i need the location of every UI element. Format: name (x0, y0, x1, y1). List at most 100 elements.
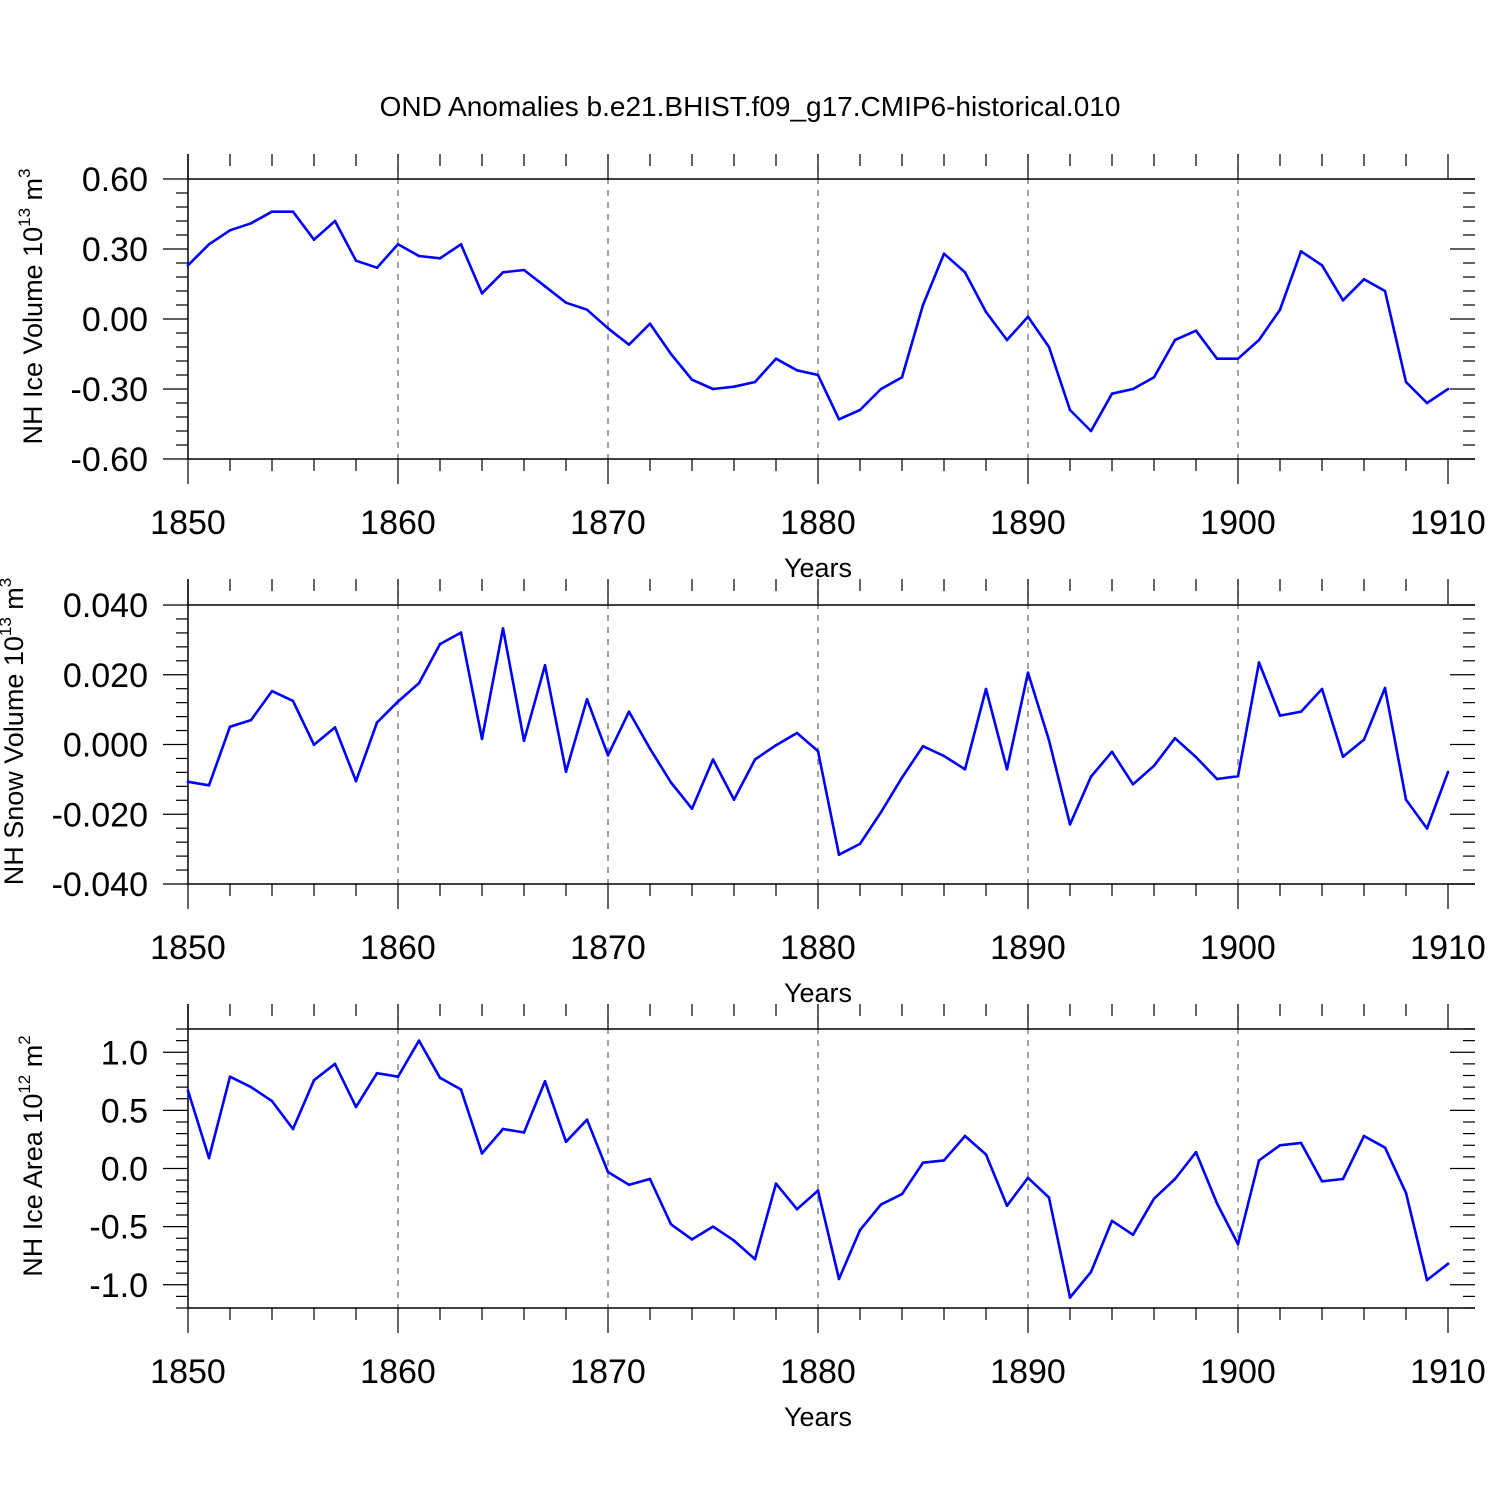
data-point (606, 327, 610, 330)
data-point (1362, 278, 1366, 281)
data-point (711, 387, 715, 391)
data-point (333, 219, 337, 223)
data-point (1425, 401, 1429, 405)
data-point (963, 767, 967, 771)
data-point (627, 1183, 631, 1187)
data-point (690, 1238, 694, 1241)
panel-nh-ice-volume: -0.60 -0.30 0.00 0.30 0.60 1850 1860 1870 1880 18… (15, 154, 1486, 583)
x-tick-label: 1860 (360, 504, 436, 542)
data-point (312, 743, 316, 747)
data-point (921, 744, 925, 748)
data-point (1404, 1191, 1408, 1195)
data-point (1152, 376, 1156, 379)
data-point (375, 721, 379, 724)
data-point (207, 1156, 211, 1160)
data-point (207, 243, 211, 246)
data-point (732, 798, 736, 801)
data-point (1215, 777, 1219, 781)
data-point (1194, 755, 1198, 759)
y-axis-title: NH Ice Volume 1013 m3 (15, 169, 48, 445)
x-tick-label: 1890 (990, 1353, 1066, 1391)
data-point (1236, 357, 1240, 360)
data-point (501, 1127, 505, 1131)
data-point (795, 1207, 799, 1211)
data-point (585, 308, 589, 311)
data-point (1320, 264, 1324, 267)
x-axis-title: Years (784, 1402, 852, 1432)
data-point (963, 1134, 967, 1138)
data-point (963, 271, 967, 274)
data-point (1047, 1196, 1051, 1199)
data-point (354, 779, 358, 783)
data-point (480, 1152, 484, 1155)
data-point (1110, 1219, 1114, 1223)
x-tick-label: 1890 (990, 504, 1066, 542)
x-tick-label: 1900 (1200, 504, 1276, 542)
data-point (543, 664, 547, 667)
data-point (1341, 299, 1345, 302)
data-point (900, 376, 904, 379)
y-tick-label: -0.60 (71, 441, 149, 479)
data-point (1215, 1202, 1219, 1205)
y-tick-label: 1.0 (101, 1034, 148, 1072)
data-point (522, 1131, 526, 1134)
data-point (1131, 782, 1135, 786)
data-point (690, 807, 694, 810)
y-tick-label: -0.5 (89, 1209, 148, 1247)
data-point (1299, 1141, 1303, 1145)
data-point (837, 418, 841, 421)
data-point (1383, 686, 1387, 690)
data-point (543, 1080, 547, 1083)
y-tick-label: 0.30 (82, 231, 148, 269)
panels: -0.60 -0.30 0.00 0.30 0.60 1850 1860 1870 1880 18… (0, 154, 1486, 1432)
data-point (459, 243, 463, 246)
x-tick-label: 1880 (780, 504, 856, 542)
data-point (1026, 671, 1030, 674)
data-point (1278, 1143, 1282, 1147)
data-point (1152, 1197, 1156, 1201)
data-point (396, 243, 400, 246)
data-point (711, 758, 715, 761)
data-point (606, 1170, 610, 1174)
x-tick-label: 1890 (990, 929, 1066, 967)
y-tick-label: -0.040 (52, 866, 148, 904)
y-tick-label: 0.60 (82, 161, 148, 199)
data-point (1404, 380, 1408, 384)
data-point (795, 369, 799, 372)
x-tick-label: 1900 (1200, 1353, 1276, 1391)
data-point (270, 1099, 274, 1103)
chart-title: OND Anomalies b.e21.BHIST.f09_g17.CMIP6-… (380, 91, 1121, 122)
data-point (984, 310, 988, 314)
data-point (522, 268, 526, 272)
data-point (417, 254, 421, 258)
data-point (291, 699, 295, 703)
data-point (543, 285, 547, 288)
y-tick-label: 0.040 (63, 587, 148, 625)
data-point (1341, 1177, 1345, 1181)
data-point (1005, 338, 1009, 342)
x-tick-label: 1870 (570, 504, 646, 542)
data-point (732, 1239, 736, 1242)
data-point (1257, 338, 1261, 342)
data-point (564, 1140, 568, 1144)
data-point (417, 681, 421, 685)
data-point (186, 264, 190, 267)
data-point (1173, 736, 1177, 740)
x-tick-label: 1910 (1410, 929, 1486, 967)
data-point (984, 1153, 988, 1156)
data-point (1236, 1242, 1240, 1246)
data-point (627, 343, 631, 346)
data-point (1005, 767, 1009, 771)
data-point (375, 266, 379, 269)
data-point (186, 780, 190, 784)
data-point (1131, 387, 1135, 391)
data-point (900, 776, 904, 779)
data-point (564, 301, 568, 304)
data-point (606, 754, 610, 757)
data-point (879, 1203, 883, 1206)
data-point (270, 689, 274, 693)
data-point (1068, 823, 1072, 826)
data-point (858, 842, 862, 846)
data-point (1425, 827, 1429, 830)
data-point (312, 1078, 316, 1082)
